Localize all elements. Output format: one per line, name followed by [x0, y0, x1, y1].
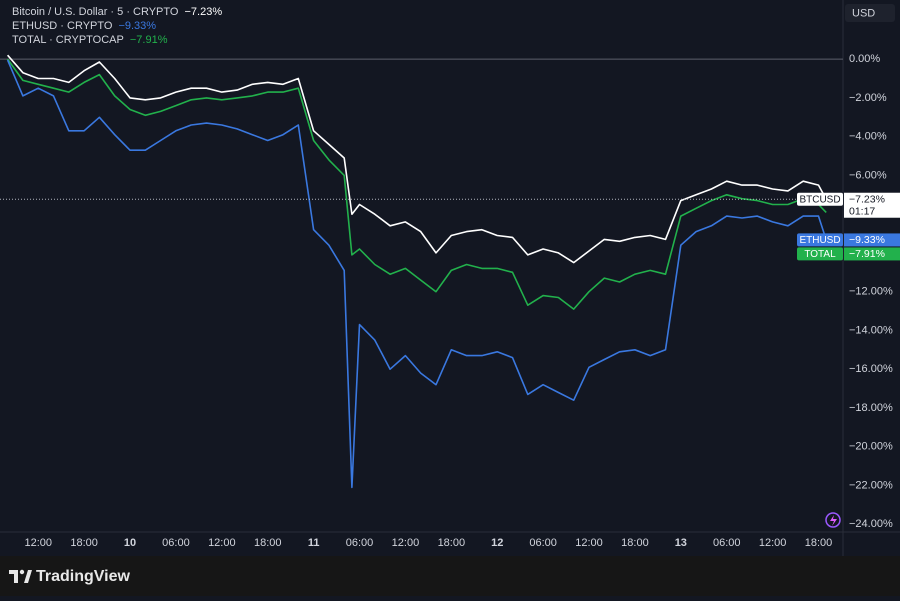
countdown: 01:17: [849, 206, 875, 218]
x-tick-label: 06:00: [162, 537, 190, 549]
x-tick-label: 06:00: [713, 537, 741, 549]
last-value-label: −9.33%: [849, 234, 885, 246]
alert-icon[interactable]: [825, 512, 841, 528]
legend-value: −7.91%: [130, 34, 168, 46]
x-tick-label: 12:00: [392, 537, 420, 549]
series-line: [6, 54, 827, 264]
logo-mark: [9, 570, 18, 583]
last-value-label: −7.91%: [849, 248, 885, 260]
series-tag: TOTAL: [804, 249, 836, 260]
x-tick-label: 12: [491, 537, 503, 549]
last-value-label: −7.23%: [849, 194, 885, 206]
series-tag-bg: [797, 247, 843, 261]
legend-name: Bitcoin / U.S. Dollar · 5 · CRYPTO: [12, 6, 179, 18]
x-tick-label: 06:00: [346, 537, 374, 549]
legend-value: −9.33%: [118, 20, 156, 32]
series-line: [6, 58, 827, 310]
y-tick-label: 0.00%: [849, 53, 880, 65]
footer-bar: [0, 556, 900, 596]
legend-name: TOTAL · CRYPTOCAP: [12, 34, 124, 46]
x-tick-label: 18:00: [805, 537, 833, 549]
y-tick-label: −22.00%: [849, 479, 893, 491]
series-tag: ETHUSD: [799, 235, 840, 246]
legend-value: −7.23%: [184, 6, 222, 18]
x-tick-label: 12:00: [759, 537, 787, 549]
y-tick-label: −2.00%: [849, 92, 887, 104]
y-tick-label: −4.00%: [849, 131, 887, 143]
alert-icon-bolt: [830, 515, 837, 526]
x-tick-label: 06:00: [529, 537, 557, 549]
x-tick-label: 10: [124, 537, 136, 549]
y-tick-label: −18.00%: [849, 402, 893, 414]
series-tag: BTCUSD: [799, 194, 840, 205]
x-tick-label: 18:00: [621, 537, 649, 549]
legend-name: ETHUSD · CRYPTO: [12, 20, 113, 32]
last-value-bg: [844, 233, 900, 247]
y-tick-label: −20.00%: [849, 441, 893, 453]
x-tick-label: 13: [675, 537, 687, 549]
brand-logo: TradingView: [9, 568, 131, 585]
last-value-bg: [844, 247, 900, 261]
currency-button[interactable]: [845, 4, 895, 22]
y-tick-label: −12.00%: [849, 286, 893, 298]
logo-mark-dot: [19, 569, 25, 575]
series-tag-bg: [797, 233, 843, 247]
x-tick-label: 18:00: [438, 537, 466, 549]
x-tick-label: 18:00: [70, 537, 98, 549]
last-value-bg: [844, 192, 900, 218]
brand-name: TradingView: [36, 568, 131, 585]
x-tick-label: 18:00: [254, 537, 282, 549]
x-tick-label: 11: [308, 537, 320, 549]
x-tick-label: 12:00: [24, 537, 52, 549]
x-tick-label: 12:00: [208, 537, 236, 549]
currency-label: USD: [852, 7, 875, 19]
y-tick-label: −6.00%: [849, 169, 887, 181]
x-tick-label: 12:00: [575, 537, 603, 549]
y-tick-label: −14.00%: [849, 324, 893, 336]
y-tick-label: −24.00%: [849, 518, 893, 530]
logo-mark-slash: [24, 570, 32, 583]
y-tick-label: −16.00%: [849, 363, 893, 375]
series-line: [6, 59, 827, 489]
series-tag-bg: [797, 192, 843, 206]
chart-background: [0, 0, 900, 556]
